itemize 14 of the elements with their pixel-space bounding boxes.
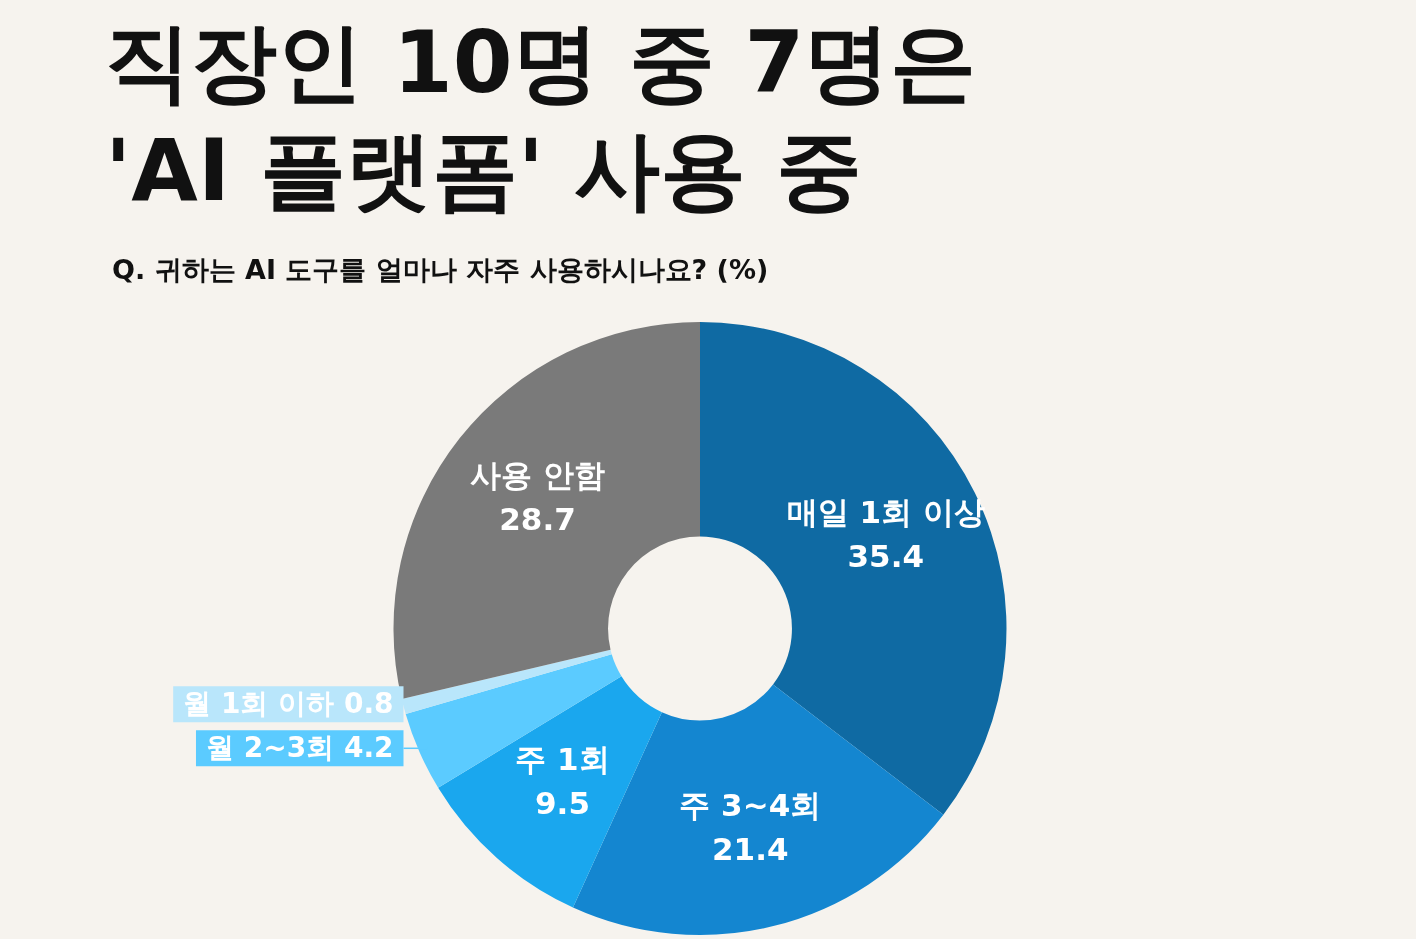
slice-label: 주 1회 xyxy=(515,740,610,777)
slice-label: 사용 안함 xyxy=(470,457,605,494)
data-label: 28.7 xyxy=(499,501,576,538)
data-label: 0.8 xyxy=(343,686,394,720)
data-label: 9.5 xyxy=(535,784,590,821)
chart-title: 직장인 10명 중 7명은 'AI 플랫폼' 사용 중 xyxy=(105,11,978,222)
data-label: 4.2 xyxy=(343,730,394,764)
data-label: 35.4 xyxy=(847,537,925,574)
slice-label: 월 1회 이하 xyxy=(183,686,335,720)
data-label: 21.4 xyxy=(712,830,789,867)
slice-label: 주 3~4회 xyxy=(679,786,822,823)
slice-label: 매일 1회 이상 xyxy=(786,493,985,530)
slice-label: 월 2~3회 xyxy=(205,730,335,764)
chart-subtitle: Q. 귀하는 AI 도구를 얼마나 자주 사용하시나요? (%) xyxy=(112,253,769,287)
